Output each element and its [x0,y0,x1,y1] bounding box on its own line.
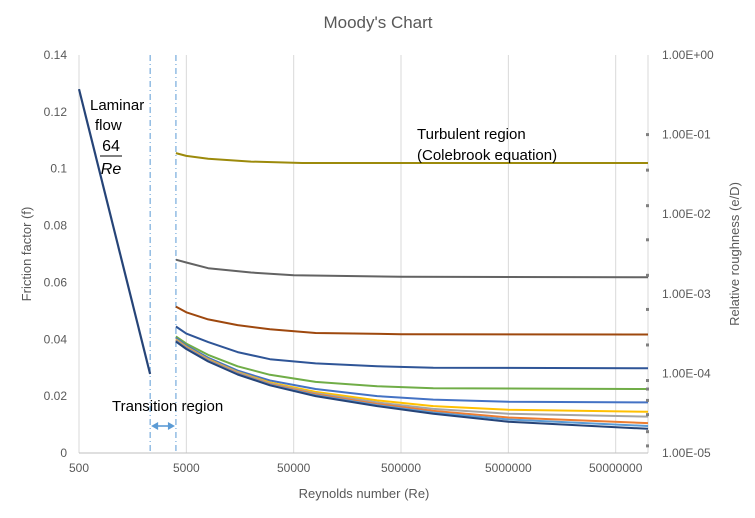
turbulent-label-line2: (Colebrook equation) [417,147,557,164]
y-tick-label-4: 0.08 [44,219,68,233]
transition-label: Transition region [112,398,223,415]
y2-tick-label-0: 1.00E+00 [662,48,714,62]
y2-tick-label-1: 1.00E-01 [662,128,711,142]
axes: 500 5000 50000 500000 5000000 50000000 0 0.02 0.… [44,48,714,475]
edge-marker-1 [646,168,649,172]
edge-marker-6 [646,343,649,347]
laminar-formula-numerator: 64 [102,138,120,155]
edge-marker-2 [646,204,649,208]
edge-marker-8 [646,387,649,391]
y2-tick-label-2: 1.00E-02 [662,207,711,221]
y-tick-label-2: 0.04 [44,332,68,346]
chart-title: Moody's Chart [323,13,432,32]
turbulent-label-line1: Turbulent region [417,126,526,143]
y-tick-label-1: 0.02 [44,389,68,403]
edge-marker-0 [646,133,649,137]
laminar-formula-denominator: Re [101,161,122,178]
y-tick-label-0: 0 [60,446,67,460]
transition-arrow-head-right [167,422,175,430]
y-tick-label-6: 0.12 [44,105,68,119]
edge-marker-10 [646,413,649,417]
annotations: Laminar flow 64 Re Turbulent region (Col… [90,97,557,415]
x-tick-label-2: 50000 [277,461,311,475]
turbulent-curve-2 [175,305,649,336]
y-tick-label-3: 0.06 [44,275,68,289]
edge-marker-5 [646,307,649,311]
turbulent-curve-5 [175,337,649,404]
x-tick-label-1: 5000 [173,461,200,475]
x-tick-label-4: 5000000 [485,461,532,475]
transition-region [149,55,177,453]
x-tick-label-0: 500 [69,461,89,475]
y2-tick-label-5: 1.00E-05 [662,446,711,460]
x-tick-label-5: 50000000 [589,461,643,475]
turbulent-curve-4 [175,335,649,390]
y2-tick-label-4: 1.00E-04 [662,366,711,380]
transition-arrow-head-left [151,422,159,430]
y2-tick-label-3: 1.00E-03 [662,287,711,301]
laminar-line [77,88,152,375]
y-axis-label: Friction factor (f) [19,207,34,302]
edge-marker-7 [646,379,649,383]
y-tick-label-5: 0.1 [50,162,67,176]
edge-marker-9 [646,398,649,402]
turbulent-curve-1 [175,258,649,279]
edge-marker-3 [646,238,649,242]
grid [78,55,649,453]
series-group [77,88,649,430]
edge-marker-11 [646,430,649,434]
x-tick-label-3: 500000 [381,461,421,475]
edge-marker-4 [646,273,649,277]
turbulent-curve-10 [175,340,649,430]
y-tick-label-7: 0.14 [44,48,68,62]
laminar-label-line2: flow [95,117,122,134]
y2-axis-label: Relative roughness (e/D) [727,182,742,326]
laminar-label-line1: Laminar [90,97,144,114]
turbulent-curve-3 [175,325,649,370]
edge-markers [646,133,649,448]
turbulent-curve-0 [175,152,648,164]
x-axis-label: Reynolds number (Re) [299,486,430,501]
edge-marker-12 [646,444,649,448]
